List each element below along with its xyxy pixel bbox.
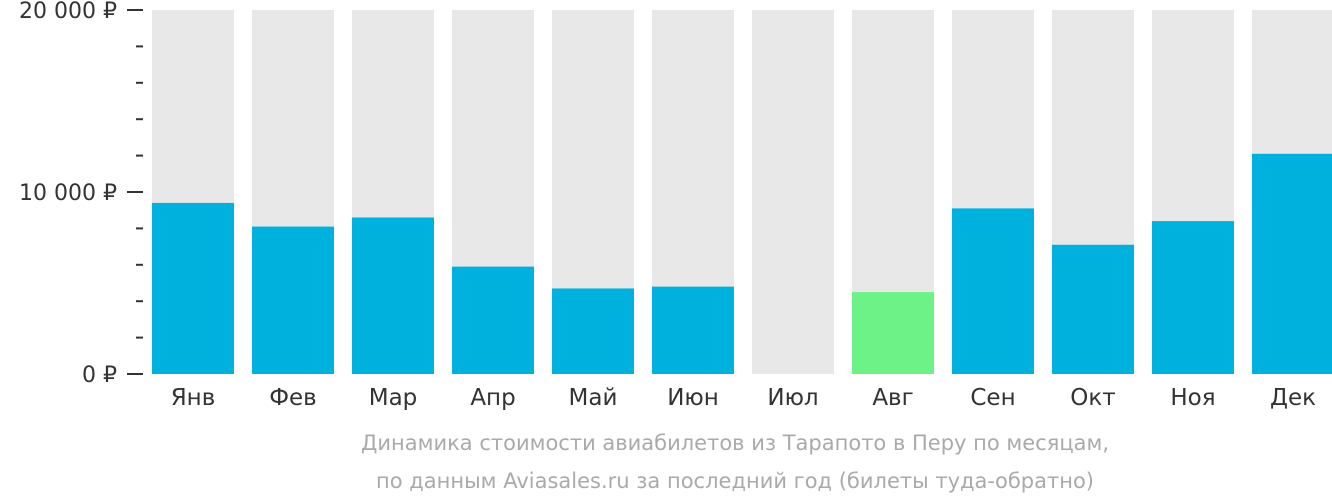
- price-bar: [152, 202, 234, 374]
- price-bar: [452, 266, 534, 374]
- price-bar: [352, 217, 434, 374]
- price-bar: [552, 288, 634, 374]
- x-tick-label: Июл: [767, 385, 818, 411]
- chart-caption-line-2: по данным Aviasales.ru за последний год …: [376, 469, 1094, 493]
- bar-background: [752, 10, 834, 374]
- price-bar: [952, 208, 1034, 374]
- y-tick-label: 0 ₽: [82, 363, 117, 388]
- x-tick-label: Окт: [1070, 385, 1115, 411]
- x-tick-label: Авг: [872, 385, 913, 411]
- x-tick-label: Сен: [970, 385, 1015, 411]
- price-bar: [1252, 153, 1332, 374]
- x-tick-label: Дек: [1270, 385, 1316, 411]
- price-bar: [852, 292, 934, 374]
- x-tick-label: Мар: [369, 385, 418, 411]
- price-bar: [252, 226, 334, 374]
- x-tick-label: Июн: [667, 385, 719, 411]
- x-tick-label: Май: [569, 385, 618, 411]
- price-bar: [1052, 244, 1134, 374]
- y-tick-label: 10 000 ₽: [19, 181, 117, 206]
- price-bar-chart: 0 ₽ 10 000 ₽ 20 000 ₽ Янв Фев Мар Апр Май Июн Июл…: [19, 0, 1332, 411]
- x-tick-label: Фев: [269, 385, 317, 411]
- x-tick-label: Ноя: [1170, 385, 1215, 411]
- x-tick-label: Апр: [470, 385, 515, 411]
- x-tick-label: Янв: [171, 385, 216, 411]
- price-bar: [1152, 221, 1234, 374]
- chart-caption-line-1: Динамика стоимости авиабилетов из Тарапо…: [360, 431, 1110, 455]
- y-tick-label: 20 000 ₽: [19, 0, 117, 24]
- price-bar: [652, 286, 734, 374]
